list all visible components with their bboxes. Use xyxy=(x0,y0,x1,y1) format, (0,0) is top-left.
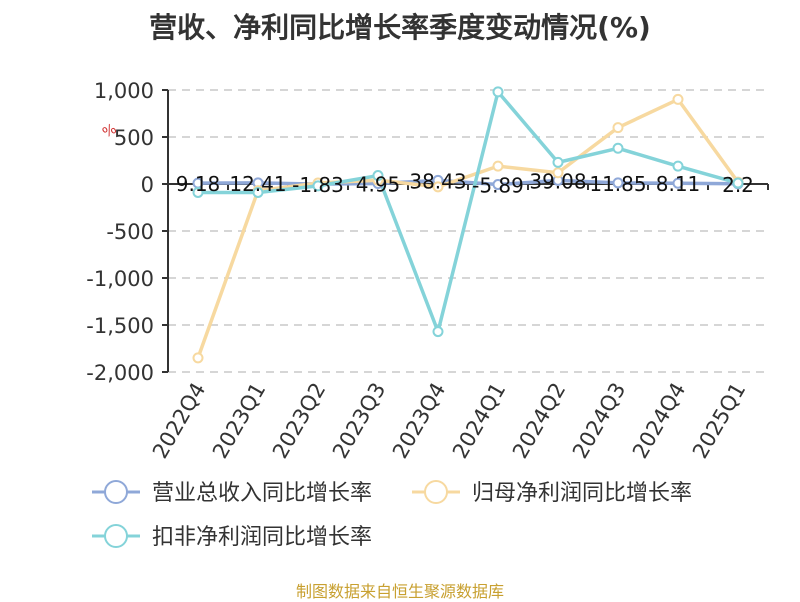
legend-label: 扣非净利润同比增长率 xyxy=(152,525,372,550)
data-labels: 9.18 12.41 -1.83 4.95 38.43 -5.89 39.08 11.85 8.… xyxy=(176,169,754,197)
x-tick-label: 2023Q3 xyxy=(328,379,390,463)
y-tick-label: -500 xyxy=(106,220,154,244)
legend-item-0[interactable]: 营业总收入同比增长率 xyxy=(92,480,372,506)
series-1-point xyxy=(492,160,504,172)
series-0-point xyxy=(672,177,684,189)
legend-label: 营业总收入同比增长率 xyxy=(152,481,372,506)
y-tick-label: -2,000 xyxy=(86,361,154,385)
source-note: 制图数据来自恒生聚源数据库 xyxy=(295,582,504,601)
data-label: -1.83 xyxy=(292,173,344,197)
y-tick-labels: 1,000 500 0 -500 -1,000 -1,500 -2,000 xyxy=(86,79,154,385)
data-label: 9.18 xyxy=(176,172,221,196)
x-tick-label: 2024Q2 xyxy=(508,379,570,463)
data-label: 38.43 xyxy=(409,169,466,193)
series-2-point xyxy=(432,326,444,338)
series-0-point xyxy=(612,177,624,189)
data-label: -5.89 xyxy=(472,174,524,198)
series-2-point xyxy=(612,142,624,154)
x-tick-label: 2025Q1 xyxy=(688,379,750,463)
legend-label: 归母净利润同比增长率 xyxy=(472,481,692,506)
series-2-point xyxy=(192,186,204,198)
series-2-point xyxy=(732,177,744,189)
data-label: 12.41 xyxy=(229,172,286,196)
series-1-point xyxy=(552,167,564,179)
legend-item-2[interactable]: 扣非净利润同比增长率 xyxy=(92,524,372,550)
series-1-point xyxy=(192,352,204,364)
series-points xyxy=(192,86,744,364)
x-tick-label: 2024Q4 xyxy=(628,379,690,463)
series-2-point xyxy=(372,170,384,182)
series-2-point xyxy=(492,86,504,98)
series-2-point xyxy=(672,160,684,172)
y-tick-label: 1,000 xyxy=(94,79,154,103)
data-label: 11.85 xyxy=(589,172,646,196)
data-label: 4.95 xyxy=(356,173,401,197)
x-tick-label: 2023Q2 xyxy=(268,379,330,463)
y-tick-label: -1,000 xyxy=(86,267,154,291)
series-line-0 xyxy=(197,178,739,187)
legend-item-1[interactable]: 归母净利润同比增长率 xyxy=(412,480,692,506)
x-tick-labels: 2022Q42023Q12023Q22023Q32023Q42024Q12024… xyxy=(148,379,750,463)
x-tick-label: 2024Q3 xyxy=(568,379,630,463)
legend-marker xyxy=(424,480,448,504)
x-tick-label: 2023Q1 xyxy=(208,379,270,463)
series-lines xyxy=(196,90,740,359)
y-tick-label: -1,500 xyxy=(86,314,154,338)
chart-title: 营收、净利同比增长率季度变动情况(%) xyxy=(149,11,651,44)
gridlines xyxy=(168,89,768,373)
data-label: 8.11 xyxy=(656,172,701,196)
series-1-point xyxy=(672,93,684,105)
y-tick-label: 0 xyxy=(141,173,154,197)
series-1-point xyxy=(432,181,444,193)
series-0-point xyxy=(492,179,504,191)
series-2-point xyxy=(252,186,264,198)
y-tick-label: 500 xyxy=(114,126,154,150)
series-1-point xyxy=(612,122,624,134)
data-label: 2.2 xyxy=(722,173,754,197)
legend-marker xyxy=(104,480,128,504)
x-tick-label: 2022Q4 xyxy=(148,379,210,463)
series-line-2 xyxy=(198,90,739,334)
x-tick-label: 2023Q4 xyxy=(388,379,450,463)
series-2-point xyxy=(552,156,564,168)
data-label: 39.08 xyxy=(529,169,586,193)
legend-marker xyxy=(104,524,128,548)
series-2-point xyxy=(312,180,324,192)
x-tick-label: 2024Q1 xyxy=(448,379,510,463)
series-line-1 xyxy=(196,97,740,359)
